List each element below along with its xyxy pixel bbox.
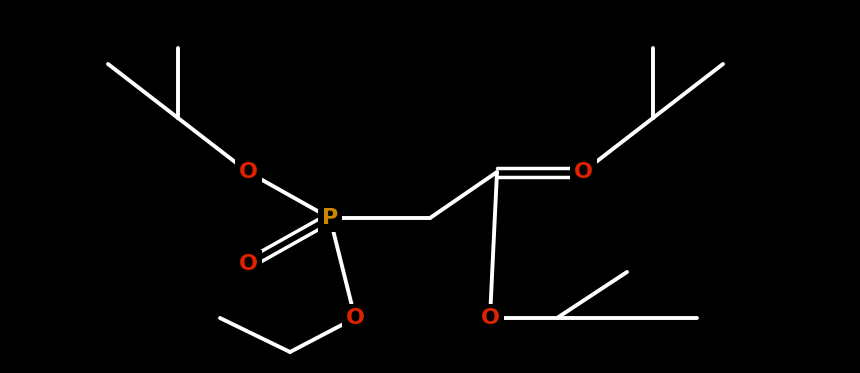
Text: O: O — [574, 162, 593, 182]
Text: O: O — [346, 308, 365, 328]
Text: P: P — [322, 208, 338, 228]
Text: O: O — [238, 254, 257, 274]
Text: O: O — [481, 308, 500, 328]
Text: O: O — [238, 162, 257, 182]
